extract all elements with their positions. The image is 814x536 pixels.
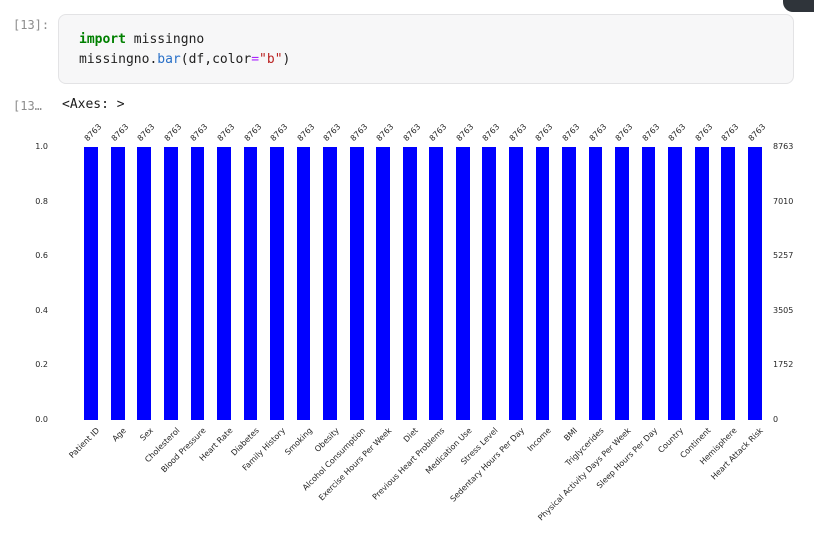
code-token: missingno xyxy=(125,32,205,47)
code-line: import missingno xyxy=(79,30,290,50)
y-tick-label-right: 1752 xyxy=(773,360,794,370)
bar-count-label: 8763 xyxy=(162,122,184,143)
y-tick-label-right: 8763 xyxy=(773,142,794,151)
bar xyxy=(190,147,205,420)
bar xyxy=(296,147,311,420)
bar xyxy=(217,147,231,420)
y-tick-label-left: 1.0 xyxy=(35,142,48,151)
x-tick-label: Sex xyxy=(138,426,155,443)
bar xyxy=(694,147,709,420)
x-tick-label: Heart Attack Risk xyxy=(709,426,766,482)
bar xyxy=(562,147,576,420)
x-tick-label: Patient ID xyxy=(67,426,102,460)
bar xyxy=(243,147,258,420)
bar-count-label: 8763 xyxy=(534,122,555,143)
y-tick-label-right: 3505 xyxy=(773,305,794,315)
bar-count-label: 8763 xyxy=(560,122,582,143)
y-tick-label-left: 0.4 xyxy=(35,305,48,315)
bar xyxy=(163,147,178,420)
y-tick-label-right: 5257 xyxy=(773,251,794,261)
bar-count-label: 8763 xyxy=(295,122,316,143)
bar xyxy=(455,147,470,420)
code-token: missingno. xyxy=(79,52,158,67)
bar xyxy=(482,147,497,420)
bar xyxy=(508,147,523,420)
bar xyxy=(137,147,152,420)
y-axis-right: 0 1752 3505 5257 7010 8763 xyxy=(773,142,814,424)
bar-count-label: 8763 xyxy=(348,122,370,143)
code-token: bar xyxy=(157,52,181,67)
code-token: ) xyxy=(282,52,291,67)
bar-count-label: 8763 xyxy=(613,122,635,143)
bar-count-label: 8763 xyxy=(427,122,449,143)
code-token: "b" xyxy=(259,52,283,67)
bar xyxy=(429,147,444,420)
bar xyxy=(84,147,99,420)
output-repr: <Axes: > xyxy=(62,97,125,112)
bar-count-label: 8763 xyxy=(666,122,688,143)
bar-count-label: 8763 xyxy=(507,122,529,143)
output-prompt: [13… xyxy=(13,99,42,113)
bar-count-label: 8763 xyxy=(587,122,608,143)
y-tick-label-left: 0.2 xyxy=(35,360,48,370)
bar-count-label: 8763 xyxy=(454,122,476,143)
bar-count-label: 8763 xyxy=(135,122,157,143)
x-tick-label: Income xyxy=(525,426,553,454)
code-editor[interactable]: import missingno missingno.bar(df,color="… xyxy=(79,30,290,70)
x-tick-label: BMI xyxy=(562,426,580,443)
bar-count-label: 8763 xyxy=(242,122,263,143)
bar xyxy=(270,147,284,420)
y-tick-label-left: 0.0 xyxy=(35,415,48,424)
bar-count-label: 8763 xyxy=(189,122,210,143)
y-tick-label-left: 0.6 xyxy=(35,251,48,261)
bar-count-label: 8763 xyxy=(82,122,104,143)
y-tick-label-left: 0.8 xyxy=(35,196,48,206)
x-tick-label: Age xyxy=(110,426,129,444)
cell-toolbar-fragment[interactable] xyxy=(783,0,814,12)
bar xyxy=(747,147,762,420)
bar xyxy=(668,147,682,420)
bar xyxy=(588,147,603,420)
input-prompt: [13]: xyxy=(13,18,50,32)
bar-count-label: 8763 xyxy=(401,122,423,143)
bar-count-label: 8763 xyxy=(693,122,715,143)
bar xyxy=(641,147,656,420)
code-token: (df,color xyxy=(180,52,252,67)
missingno-bar-figure: 0.0 0.2 0.4 0.6 0.8 1.0 8763 Patient ID 8763 Age… xyxy=(0,110,814,522)
bar-count-label: 8763 xyxy=(746,122,768,143)
plot-area: 8763 Patient ID 8763 Age 8763 Sex 8763 Choleste… xyxy=(68,122,768,522)
code-cell[interactable]: import missingno missingno.bar(df,color="… xyxy=(58,14,794,84)
bar-count-label: 8763 xyxy=(640,122,661,143)
bar-count-label: 8763 xyxy=(268,122,290,143)
bar xyxy=(721,147,736,420)
bar xyxy=(349,147,364,420)
y-axis-left: 0.0 0.2 0.4 0.6 0.8 1.0 xyxy=(0,142,48,424)
bar-count-label: 8763 xyxy=(374,122,396,143)
x-tick-label: Diet xyxy=(402,426,421,444)
bar-count-label: 8763 xyxy=(719,122,741,143)
bar-count-label: 8763 xyxy=(109,122,131,143)
y-tick-label-right: 0 xyxy=(773,415,779,424)
bar xyxy=(615,147,629,420)
bar-count-label: 8763 xyxy=(215,122,237,143)
bar xyxy=(323,147,337,420)
bar xyxy=(376,147,391,420)
bar-count-label: 8763 xyxy=(480,122,502,143)
x-tick-label: Smoking xyxy=(282,426,314,457)
code-token: = xyxy=(251,52,260,67)
bar xyxy=(110,147,125,420)
code-line: missingno.bar(df,color="b") xyxy=(79,50,290,70)
bar-count-label: 8763 xyxy=(321,122,343,143)
y-tick-label-right: 7010 xyxy=(773,196,794,206)
code-token: import xyxy=(79,32,126,47)
bar xyxy=(402,147,417,420)
bar xyxy=(535,147,550,420)
